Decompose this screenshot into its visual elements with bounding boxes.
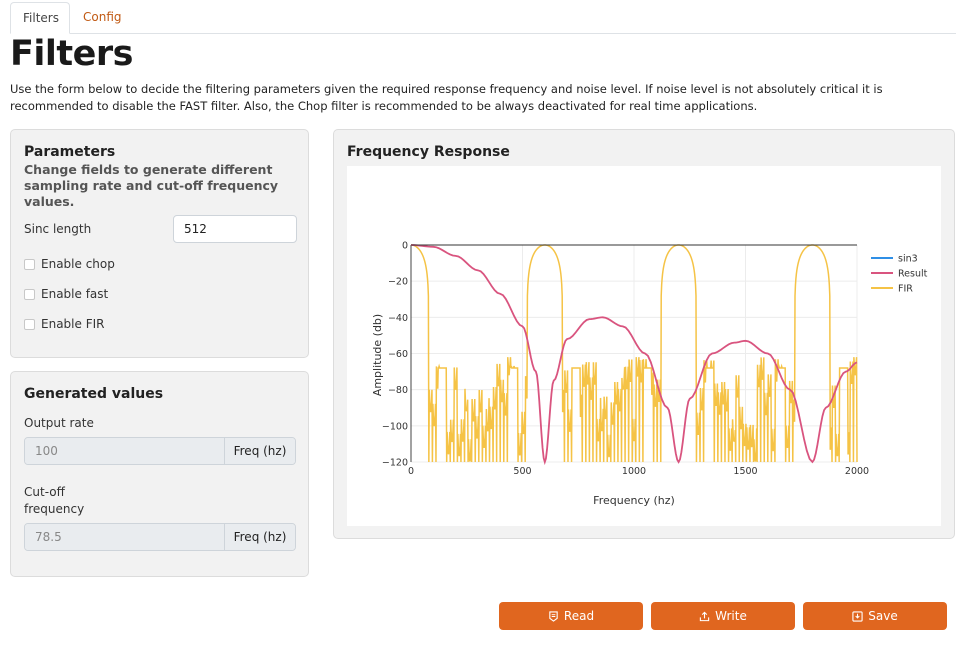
x-tick-label: 1000: [622, 466, 646, 477]
enable-fast-checkbox[interactable]: [24, 289, 35, 300]
x-tick-label: 2000: [845, 466, 869, 477]
read-button-label: Read: [563, 609, 595, 623]
write-button-label: Write: [715, 609, 747, 623]
sinc-length-label: Sinc length: [24, 222, 92, 236]
legend-label-fir: FIR: [898, 284, 913, 295]
generated-values-title: Generated values: [24, 386, 164, 402]
parameters-subtitle: Change fields to generate different samp…: [24, 162, 279, 209]
output-rate-label: Output rate: [24, 416, 94, 430]
legend-label-result: Result: [898, 269, 928, 280]
save-icon: [852, 610, 863, 622]
read-button[interactable]: Read: [499, 602, 643, 630]
series-fir-line: [410, 244, 858, 463]
y-tick-label: −120: [382, 458, 408, 469]
plot-area[interactable]: 0 500 1000 1500 2000 0 −20 −40 −60 −80 −100 −120 Fr…: [347, 166, 941, 526]
output-rate-input[interactable]: 100: [25, 438, 225, 464]
sinc-length-input[interactable]: [173, 215, 297, 243]
x-tick-label: 0: [408, 466, 414, 477]
cutoff-input[interactable]: 78.5: [25, 524, 225, 550]
x-tick-label: 1500: [733, 466, 757, 477]
cutoff-label-line2: frequency: [24, 502, 85, 516]
save-button[interactable]: Save: [803, 602, 947, 630]
y-tick-label: 0: [402, 241, 408, 252]
x-tick-label: 500: [513, 466, 531, 477]
intro-text: Use the form below to decide the filteri…: [10, 82, 883, 113]
y-tick-label: −40: [388, 313, 408, 324]
y-tick-label: −100: [382, 421, 408, 432]
enable-fast-label: Enable fast: [41, 287, 109, 301]
tab-filters[interactable]: Filters: [10, 2, 70, 34]
tab-bar: Filters Config: [10, 2, 956, 34]
x-axis-label: Frequency (hz): [593, 494, 675, 507]
cutoff-unit: Freq (hz): [225, 524, 295, 550]
series-result-line: [410, 244, 858, 466]
save-button-label: Save: [868, 609, 898, 623]
enable-chop-checkbox[interactable]: [24, 259, 35, 270]
frequency-response-card: Frequency Response 0 500 1000 1500 2000 0 −20 −…: [333, 129, 955, 539]
legend-label-sin3: sin3: [898, 254, 918, 265]
cutoff-group: 78.5 Freq (hz): [24, 523, 296, 551]
output-rate-unit: Freq (hz): [225, 438, 295, 464]
chart-title: Frequency Response: [347, 144, 510, 160]
chart-legend[interactable]: sin3 Result FIR: [871, 254, 928, 295]
cutoff-label-line1: Cut-off: [24, 485, 65, 499]
read-icon: [549, 610, 558, 622]
page-title: Filters: [10, 34, 133, 74]
enable-chop-label: Enable chop: [41, 257, 115, 271]
y-axis-label: Amplitude (db): [371, 314, 384, 396]
chart-lines: [410, 244, 858, 466]
frequency-response-chart[interactable]: 0 500 1000 1500 2000 0 −20 −40 −60 −80 −100 −120 Fr…: [347, 166, 941, 526]
write-button[interactable]: Write: [651, 602, 795, 630]
parameters-card: Parameters Change fields to generate dif…: [10, 129, 309, 358]
parameters-title: Parameters: [24, 144, 116, 160]
y-tick-label: −60: [388, 349, 408, 360]
output-rate-group: 100 Freq (hz): [24, 437, 296, 465]
tab-config[interactable]: Config: [83, 10, 122, 24]
y-tick-label: −80: [388, 385, 408, 396]
y-tick-label: −20: [388, 277, 408, 288]
upload-icon: [699, 611, 710, 621]
generated-values-card: Generated values Output rate 100 Freq (h…: [10, 371, 309, 577]
enable-fir-label: Enable FIR: [41, 317, 105, 331]
enable-fir-checkbox[interactable]: [24, 319, 35, 330]
chart-ticks: 0 500 1000 1500 2000 0 −20 −40 −60 −80 −100 −120: [382, 241, 869, 478]
